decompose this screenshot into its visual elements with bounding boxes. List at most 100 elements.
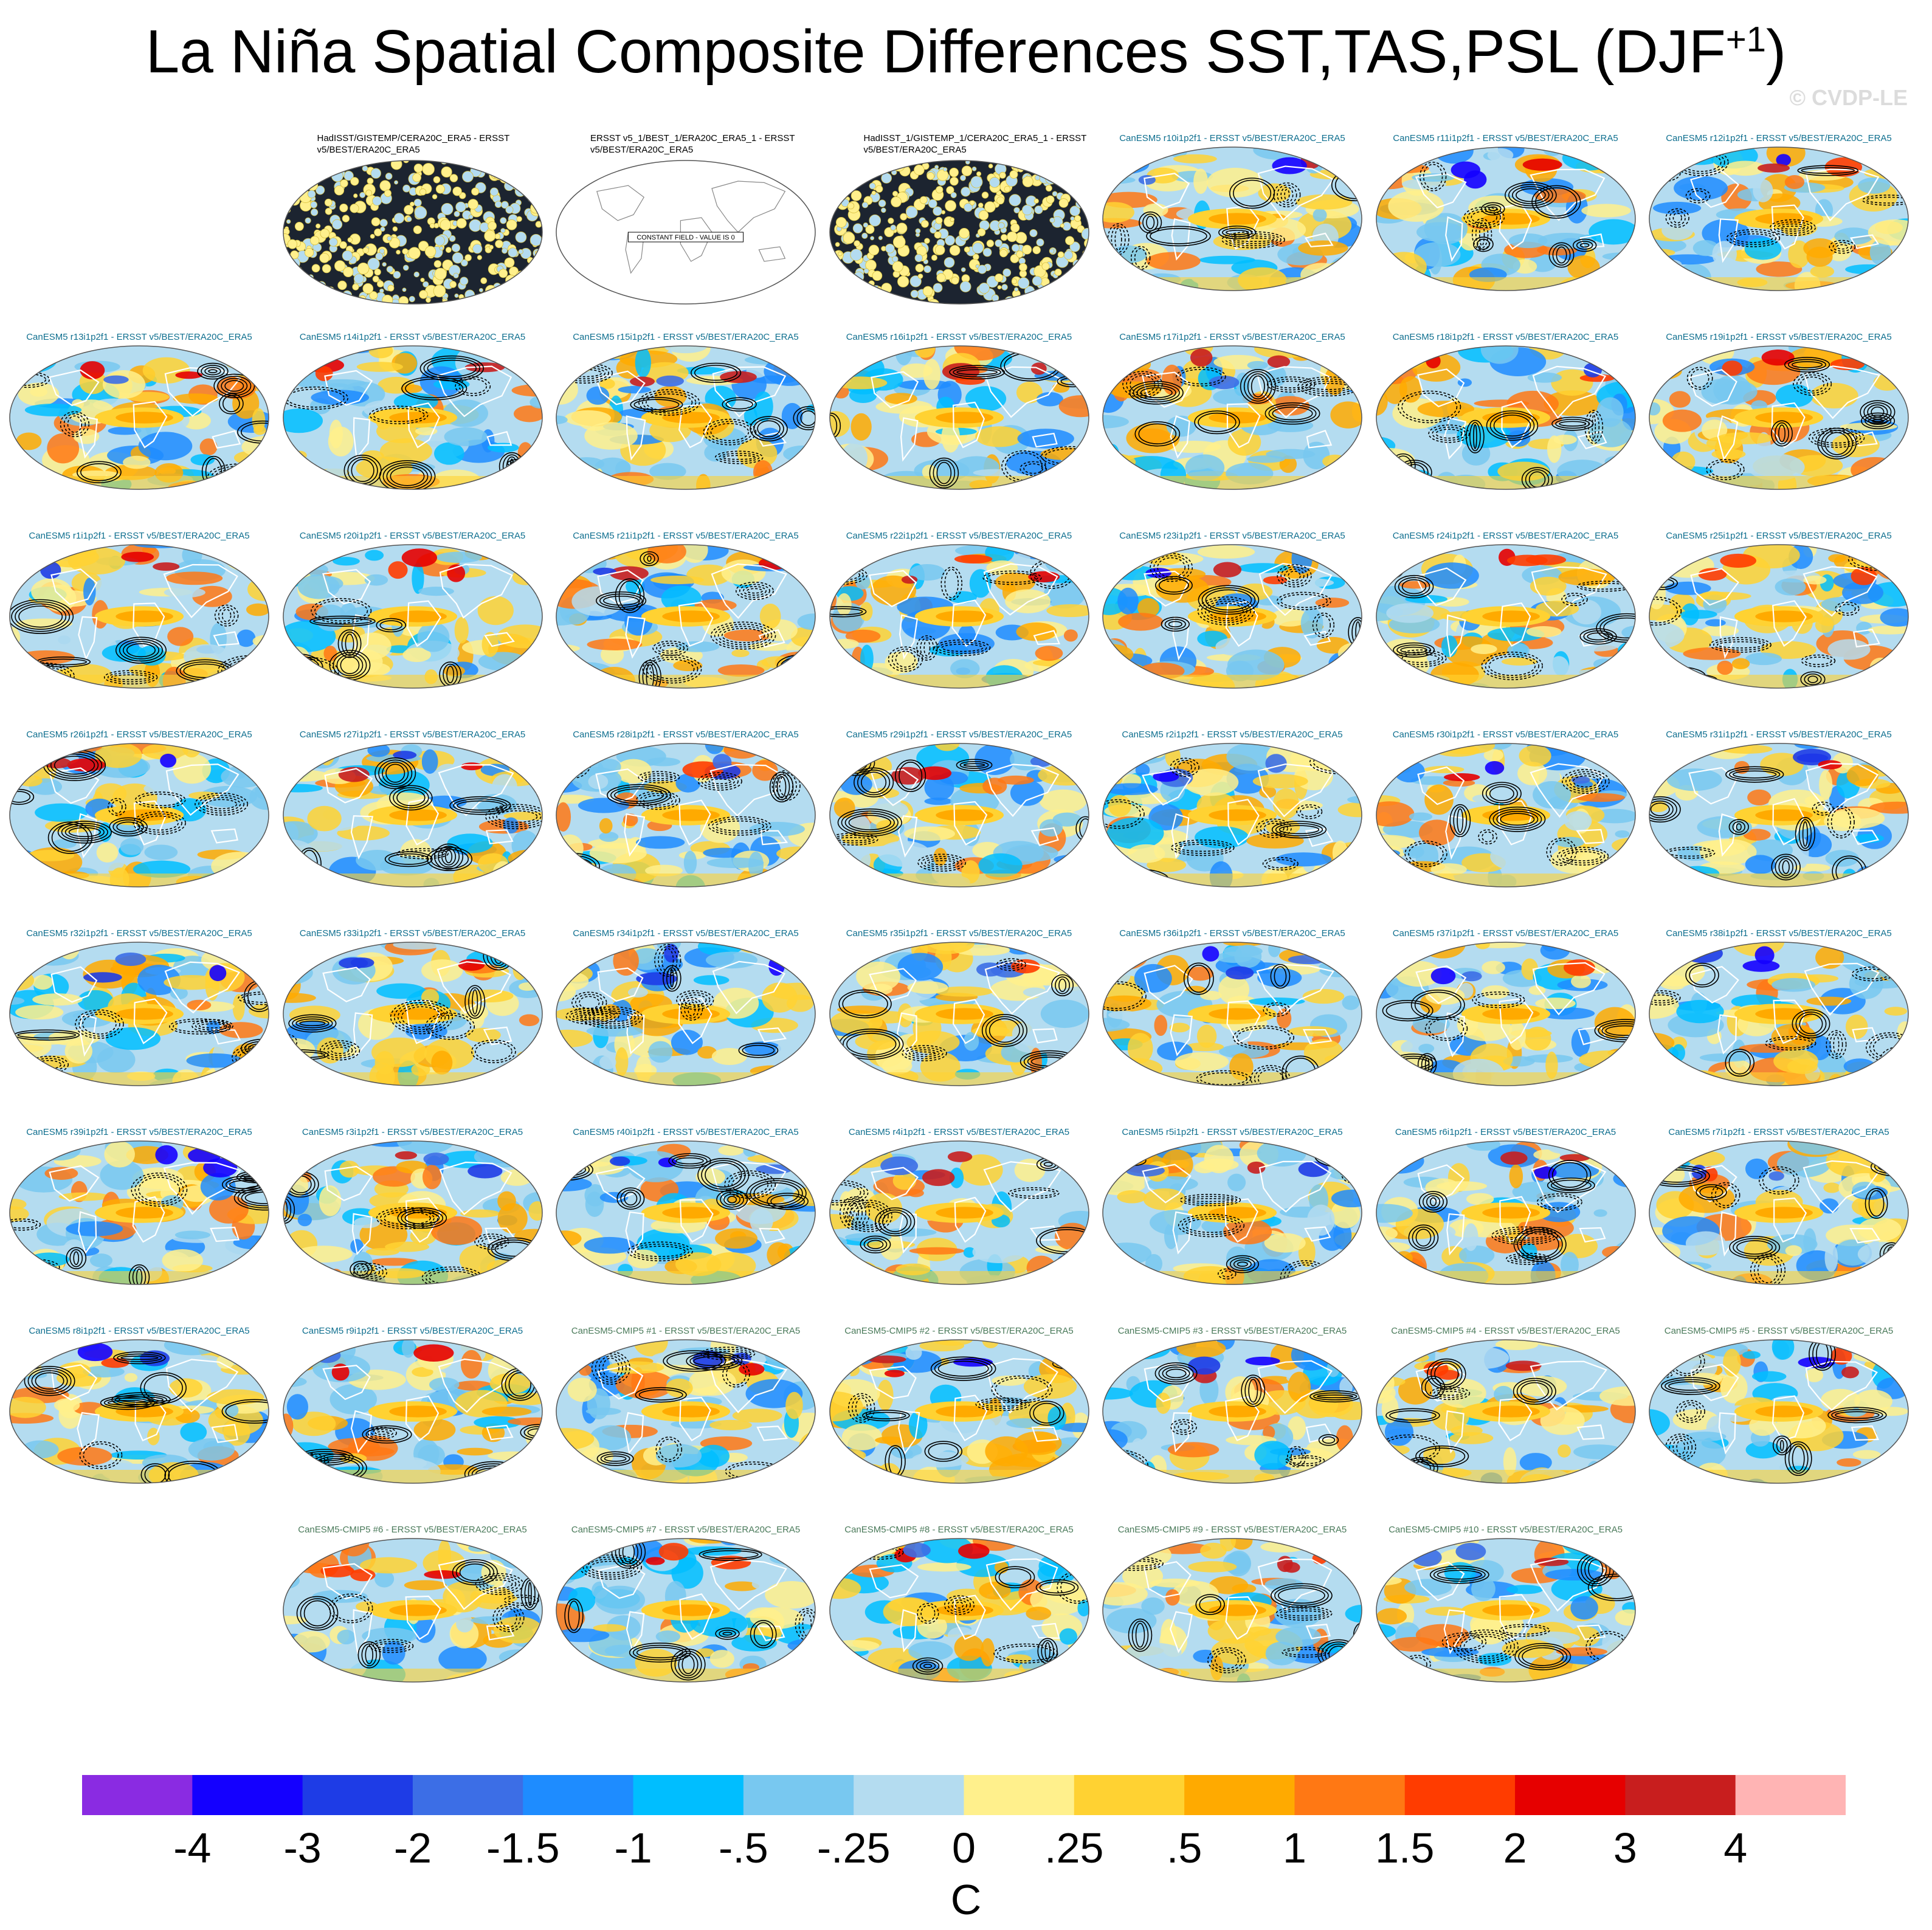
- panel-label: CanESM5 r20i1p2f1 - ERSST v5/BEST/ERA20C…: [299, 531, 526, 541]
- psl-contour: [1886, 1050, 1908, 1074]
- anomaly-speck: [1080, 178, 1089, 188]
- psl-contour: [1865, 415, 1892, 427]
- anomaly-blob: [506, 464, 520, 489]
- anomaly-speck: [843, 232, 855, 244]
- anomaly-blob: [1146, 252, 1201, 271]
- psl-contour: [742, 1044, 775, 1056]
- anomaly-blob: [165, 571, 223, 585]
- anomaly-blob: [1247, 455, 1285, 463]
- psl-contour: [1240, 369, 1276, 404]
- anomaly-blob: [293, 450, 307, 460]
- anomaly-speck: [829, 286, 841, 298]
- psl-contour: [1284, 188, 1290, 201]
- psl-contour: [1011, 1189, 1056, 1197]
- anomaly-blob: [500, 1274, 542, 1284]
- anomaly-blob: [586, 386, 610, 405]
- anomaly-blob: [923, 359, 940, 390]
- anomaly-blob: [627, 987, 648, 998]
- anomaly-blob: [240, 467, 260, 483]
- psl-contour: [1729, 768, 1781, 781]
- anomaly-blob: [1387, 190, 1444, 222]
- highlat-anomaly: [153, 562, 180, 571]
- psl-contour: [437, 846, 460, 868]
- psl-contour: [1107, 223, 1130, 255]
- map-panel: CanESM5 r4i1p2f1 - ERSST v5/BEST/ERA20C_…: [829, 1126, 1090, 1285]
- anomaly-speck: [1081, 271, 1089, 284]
- anomaly-speck: [371, 196, 382, 206]
- anomaly-blob: [959, 1154, 1003, 1186]
- anomaly-speck: [1033, 198, 1039, 204]
- psl-contour: [641, 773, 677, 782]
- psl-contour: [310, 598, 371, 624]
- anomaly-speck: [456, 218, 467, 229]
- coastline: [210, 1226, 240, 1242]
- anomaly-speck: [424, 246, 436, 258]
- anomaly-speck: [433, 260, 441, 268]
- psl-contour: [388, 785, 433, 811]
- psl-contour: [77, 461, 122, 483]
- psl-contour: [1404, 840, 1447, 867]
- polar-band: [829, 675, 1089, 688]
- anomaly-speck: [350, 177, 359, 186]
- map-panel: CanESM5 r28i1p2f1 - ERSST v5/BEST/ERA20C…: [555, 729, 816, 887]
- anomaly-speck: [1074, 215, 1081, 222]
- psl-contour: [642, 391, 697, 414]
- anomaly-blob: [1649, 238, 1686, 253]
- map-panel: CanESM5 r39i1p2f1 - ERSST v5/BEST/ERA20C…: [9, 1126, 270, 1285]
- psl-contour: [399, 850, 445, 857]
- psl-contour: [710, 422, 750, 441]
- anomaly-blob: [1466, 1193, 1494, 1205]
- anomaly-blob: [575, 554, 592, 566]
- anomaly-speck: [847, 170, 856, 178]
- psl-contour: [173, 1020, 227, 1033]
- anomaly-blob: [1332, 840, 1348, 866]
- map-panel: CanESM5 r30i1p2f1 - ERSST v5/BEST/ERA20C…: [1375, 729, 1637, 887]
- highlat-anomaly: [1500, 1151, 1528, 1165]
- psl-contour: [1280, 566, 1308, 585]
- psl-contour: [654, 943, 681, 977]
- psl-contour: [1157, 557, 1186, 578]
- anomaly-blob: [683, 850, 697, 875]
- anomaly-speck: [526, 181, 539, 193]
- anomaly-speck: [537, 299, 542, 304]
- psl-contour: [1531, 185, 1581, 219]
- psl-contour: [1004, 452, 1043, 481]
- psl-contour: [1142, 213, 1159, 232]
- psl-contour: [770, 1194, 805, 1208]
- psl-contour: [640, 551, 659, 567]
- anomaly-speck: [283, 160, 291, 168]
- anomaly-speck: [473, 161, 478, 167]
- psl-contour: [1564, 595, 1584, 604]
- psl-contour: [646, 657, 699, 681]
- panel-label: CanESM5 r22i1p2f1 - ERSST v5/BEST/ERA20C…: [846, 531, 1072, 541]
- anomaly-blob: [1806, 246, 1833, 267]
- anomaly-blob: [778, 349, 809, 373]
- anomaly-blob: [587, 638, 643, 650]
- psl-contour: [669, 969, 674, 988]
- anomaly-blob: [879, 1234, 904, 1261]
- coastline: [712, 366, 787, 418]
- psl-contour: [1649, 800, 1674, 819]
- psl-contour: [1472, 424, 1477, 449]
- anomaly-speck: [961, 165, 972, 176]
- anomaly-blob: [975, 426, 1023, 447]
- anomaly-blob: [556, 834, 584, 863]
- anomaly-blob: [830, 1010, 883, 1035]
- psl-contour: [1456, 808, 1463, 833]
- anomaly-speck: [413, 206, 427, 219]
- anomaly-speck: [320, 229, 329, 238]
- anomaly-blob: [444, 427, 488, 446]
- psl-contour: [1023, 463, 1043, 474]
- anomaly-speck: [381, 294, 393, 304]
- map-panel: CanESM5 r33i1p2f1 - ERSST v5/BEST/ERA20C…: [282, 928, 543, 1086]
- equatorial-anomaly-core: [388, 610, 447, 622]
- anomaly-speck: [934, 231, 942, 239]
- anomaly-speck: [453, 272, 459, 278]
- anomaly-speck: [1041, 163, 1049, 170]
- map-plot: [1102, 345, 1362, 490]
- anomaly-blob: [556, 942, 587, 957]
- anomaly-blob: [1295, 194, 1353, 210]
- anomaly-blob: [971, 1026, 1010, 1036]
- anomaly-blob: [1618, 852, 1635, 875]
- coastline: [596, 185, 644, 221]
